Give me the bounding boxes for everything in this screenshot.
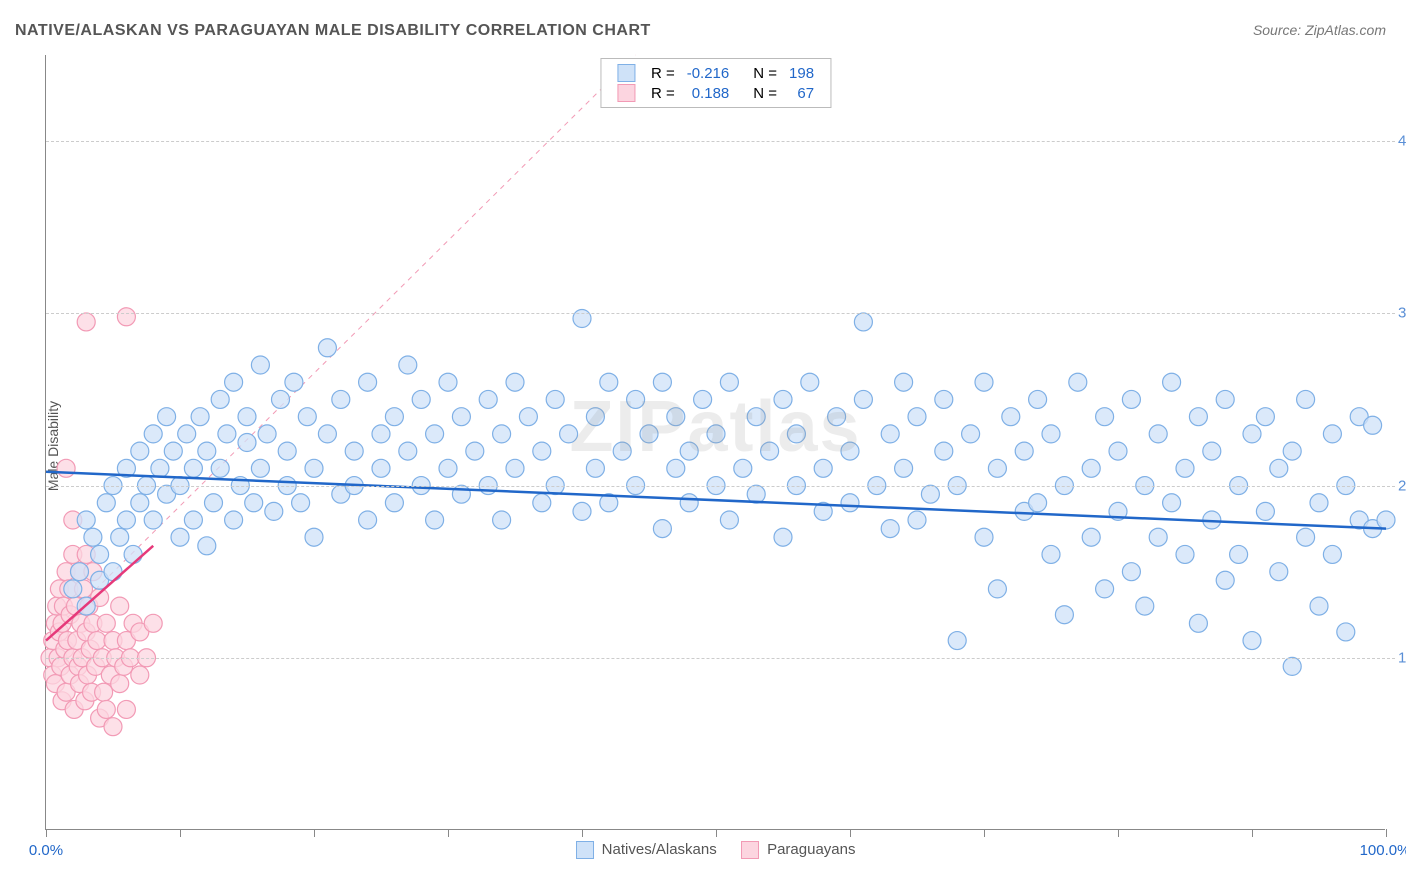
legend-stats-row: R = 0.188 N = 67 <box>611 83 820 103</box>
gridline <box>46 313 1395 314</box>
chart-title: NATIVE/ALASKAN VS PARAGUAYAN MALE DISABI… <box>15 22 651 40</box>
x-axis-min-label: 0.0% <box>29 842 63 859</box>
x-tick <box>850 829 851 837</box>
source-label: Source: ZipAtlas.com <box>1253 22 1386 38</box>
y-tick-label: 10.0% <box>1390 649 1406 666</box>
r-label: R = <box>645 83 681 103</box>
x-tick <box>1252 829 1253 837</box>
r-label: R = <box>645 63 681 83</box>
n-label: N = <box>747 63 783 83</box>
legend-swatch-natives <box>617 64 635 82</box>
gridline <box>46 658 1395 659</box>
r-value-paraguayans: 0.188 <box>681 83 736 103</box>
plot-area: ZIPatlas R = -0.216 N = 198 R = 0.188 N … <box>45 55 1385 830</box>
x-axis-max-label: 100.0% <box>1360 842 1406 859</box>
legend-label-natives: Natives/Alaskans <box>602 841 717 858</box>
legend-stats-box: R = -0.216 N = 198 R = 0.188 N = 67 <box>600 58 831 108</box>
chart-container: NATIVE/ALASKAN VS PARAGUAYAN MALE DISABI… <box>0 0 1406 892</box>
plot-svg <box>46 55 1385 829</box>
x-tick <box>448 829 449 837</box>
n-value-paraguayans: 67 <box>783 83 820 103</box>
bottom-legend: Natives/Alaskans Paraguayans <box>566 841 866 859</box>
y-tick-label: 40.0% <box>1390 133 1406 150</box>
legend-swatch-paraguayans <box>617 84 635 102</box>
legend-swatch-paraguayans <box>741 841 759 859</box>
x-tick <box>984 829 985 837</box>
x-tick <box>1386 829 1387 837</box>
x-tick <box>180 829 181 837</box>
y-tick-label: 30.0% <box>1390 305 1406 322</box>
x-tick <box>582 829 583 837</box>
legend-stats-row: R = -0.216 N = 198 <box>611 63 820 83</box>
gridline <box>46 486 1395 487</box>
r-value-natives: -0.216 <box>681 63 736 83</box>
x-tick <box>1118 829 1119 837</box>
n-label: N = <box>747 83 783 103</box>
x-tick <box>46 829 47 837</box>
legend-label-paraguayans: Paraguayans <box>767 841 855 858</box>
x-tick <box>716 829 717 837</box>
x-tick <box>314 829 315 837</box>
gridline <box>46 141 1395 142</box>
y-tick-label: 20.0% <box>1390 477 1406 494</box>
legend-swatch-natives <box>576 841 594 859</box>
n-value-natives: 198 <box>783 63 820 83</box>
